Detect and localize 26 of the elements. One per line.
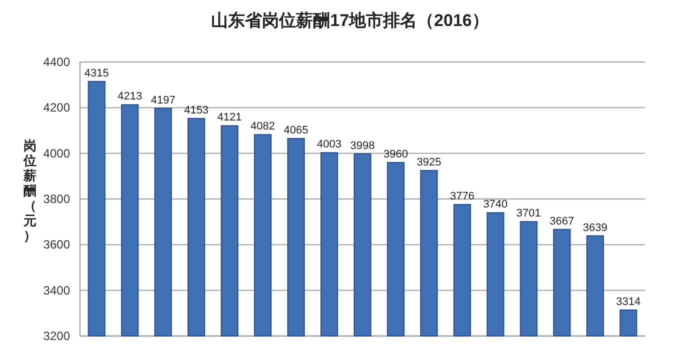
data-label: 4065: [284, 124, 308, 136]
data-label: 3998: [350, 140, 375, 152]
data-label: 3960: [383, 148, 408, 160]
data-label: 4213: [118, 90, 142, 103]
y-tick-label: 4400: [43, 55, 70, 69]
chart-title: 山东省岗位薪酬17地市排名（2016）: [211, 11, 489, 30]
y-tick-label: 3800: [43, 192, 70, 206]
data-label: 3925: [416, 156, 442, 168]
data-label: 3667: [550, 215, 574, 228]
data-label: 3314: [616, 296, 641, 308]
y-tick-label: 3600: [43, 238, 70, 252]
y-tick-label: 3400: [43, 283, 70, 298]
data-label: 4121: [217, 112, 242, 124]
data-label: 4315: [84, 67, 109, 80]
y-tick-label: 4200: [43, 100, 70, 115]
data-label: 4153: [184, 104, 209, 116]
y-tick-label: 4000: [43, 146, 70, 160]
data-label: 3740: [483, 198, 508, 211]
data-label: 3776: [450, 190, 474, 202]
data-label: 3639: [582, 222, 608, 234]
y-tick-label: 3200: [43, 329, 70, 343]
y-axis-title: 岗位薪酬（元）: [22, 138, 36, 243]
data-label: 4082: [250, 120, 276, 133]
data-label: 4003: [317, 138, 342, 151]
data-label: 3701: [516, 208, 541, 220]
data-label: 4197: [150, 94, 176, 106]
